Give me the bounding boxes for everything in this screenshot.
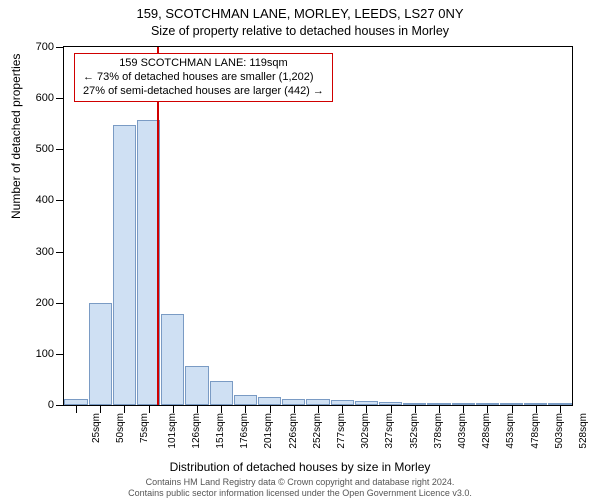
x-tick — [245, 405, 246, 413]
x-axis-label: Distribution of detached houses by size … — [0, 460, 600, 474]
y-tick-label: 600 — [36, 92, 64, 104]
x-tick — [439, 405, 440, 413]
x-tick-label: 75sqm — [139, 413, 150, 443]
x-tick-label: 252sqm — [312, 413, 323, 449]
annotation-box: 159 SCOTCHMAN LANE: 119sqm← 73% of detac… — [74, 53, 333, 102]
x-tick-label: 126sqm — [191, 413, 202, 449]
annotation-line: 27% of semi-detached houses are larger (… — [83, 85, 324, 99]
x-tick — [366, 405, 367, 413]
plot-area: 159 SCOTCHMAN LANE: 119sqm← 73% of detac… — [63, 46, 573, 406]
x-tick — [512, 405, 513, 413]
x-tick — [100, 405, 101, 413]
y-tick-label: 200 — [36, 297, 64, 309]
bar — [185, 366, 208, 405]
x-tick-label: 176sqm — [239, 413, 250, 449]
bar — [113, 125, 136, 405]
x-tick-label: 478sqm — [529, 413, 540, 449]
x-tick-label: 50sqm — [115, 413, 126, 443]
x-tick — [173, 405, 174, 413]
bar — [234, 395, 257, 405]
y-tick-label: 0 — [48, 399, 64, 411]
annotation-line: 159 SCOTCHMAN LANE: 119sqm — [83, 57, 324, 71]
chart-container: 159, SCOTCHMAN LANE, MORLEY, LEEDS, LS27… — [0, 0, 600, 500]
x-tick-label: 403sqm — [457, 413, 468, 449]
page-title: 159, SCOTCHMAN LANE, MORLEY, LEEDS, LS27… — [0, 0, 600, 22]
x-tick — [197, 405, 198, 413]
footer-line-1: Contains HM Land Registry data © Crown c… — [0, 477, 600, 487]
bar — [89, 303, 112, 405]
x-tick — [124, 405, 125, 413]
x-tick-label: 327sqm — [384, 413, 395, 449]
y-tick-label: 100 — [36, 348, 64, 360]
x-tick — [294, 405, 295, 413]
bar — [258, 397, 281, 405]
footer-line-2: Contains public sector information licen… — [0, 488, 600, 498]
bar — [161, 314, 184, 405]
x-tick-label: 277sqm — [336, 413, 347, 449]
x-tick-label: 352sqm — [408, 413, 419, 449]
x-tick — [221, 405, 222, 413]
y-tick-label: 700 — [36, 41, 64, 53]
x-tick-label: 528sqm — [578, 413, 589, 449]
x-tick-label: 151sqm — [215, 413, 226, 449]
x-tick — [463, 405, 464, 413]
x-tick-label: 503sqm — [553, 413, 564, 449]
footer-attribution: Contains HM Land Registry data © Crown c… — [0, 477, 600, 498]
x-tick-label: 428sqm — [481, 413, 492, 449]
x-tick — [76, 405, 77, 413]
x-tick-label: 25sqm — [91, 413, 102, 443]
y-tick-label: 500 — [36, 143, 64, 155]
x-tick — [487, 405, 488, 413]
x-tick — [536, 405, 537, 413]
x-tick — [270, 405, 271, 413]
x-tick — [391, 405, 392, 413]
x-tick — [342, 405, 343, 413]
x-tick — [415, 405, 416, 413]
x-tick-label: 453sqm — [505, 413, 516, 449]
annotation-line: ← 73% of detached houses are smaller (1,… — [83, 71, 324, 85]
x-tick — [560, 405, 561, 413]
page-subtitle: Size of property relative to detached ho… — [0, 22, 600, 39]
x-tick-label: 302sqm — [360, 413, 371, 449]
y-tick-label: 300 — [36, 246, 64, 258]
bar — [210, 381, 233, 405]
x-tick-label: 201sqm — [263, 413, 274, 449]
x-tick-label: 226sqm — [287, 413, 298, 449]
x-tick — [149, 405, 150, 413]
x-tick — [318, 405, 319, 413]
x-tick-label: 378sqm — [433, 413, 444, 449]
y-tick-label: 400 — [36, 194, 64, 206]
x-tick-label: 101sqm — [166, 413, 177, 449]
y-axis-label: Number of detached properties — [9, 54, 23, 219]
plot-frame: 159 SCOTCHMAN LANE: 119sqm← 73% of detac… — [63, 46, 573, 406]
